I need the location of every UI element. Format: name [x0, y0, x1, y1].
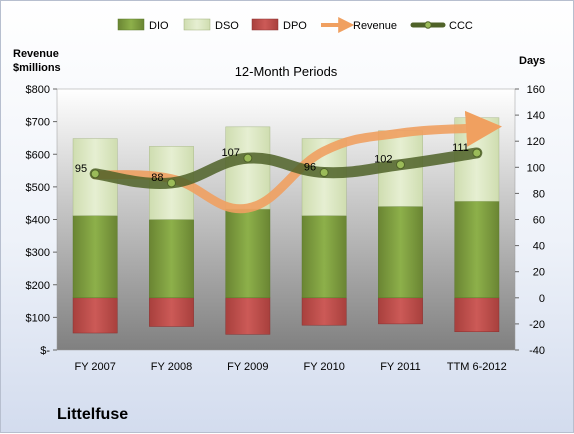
left-axis-label-line-1: Revenue: [13, 48, 59, 60]
right-tick-label: -40: [529, 345, 545, 357]
left-tick-label: $-: [40, 345, 50, 357]
ccc-data-label: 107: [221, 147, 239, 159]
right-tick-label: 120: [527, 136, 545, 148]
ccc-point: [90, 169, 100, 179]
bar-dpo: [149, 297, 194, 327]
legend-label-revenue: Revenue: [353, 20, 397, 32]
legend-item-ccc: CCC: [410, 20, 473, 32]
right-tick-label: 60: [533, 215, 545, 227]
legend-label-dso: DSO: [215, 20, 239, 32]
left-axis-label-line-2: $millions: [13, 62, 61, 74]
right-axis-label: Days: [519, 55, 545, 67]
bar-dso: [225, 126, 271, 210]
bar-dpo: [454, 297, 500, 332]
ccc-data-label: 102: [374, 154, 392, 166]
left-tick-label: $100: [26, 312, 50, 324]
bar-dio: [149, 219, 194, 299]
category-label: FY 2008: [151, 361, 192, 373]
legend-item-dpo: DPO: [251, 18, 307, 32]
ccc-data-label: 95: [75, 163, 87, 175]
right-tick-label: 80: [533, 188, 545, 200]
ccc-point: [243, 153, 253, 163]
ccc-line: [89, 147, 483, 190]
bar-dio: [72, 215, 118, 299]
legend-item-dso: DSO: [183, 18, 239, 32]
legend-label-ccc: CCC: [449, 20, 473, 32]
legend-item-dio: DIO: [117, 18, 169, 32]
company-name: Littelfuse: [57, 406, 128, 423]
ccc-data-label: 88: [151, 172, 163, 184]
left-tick-label: $800: [26, 84, 50, 96]
bar-dpo: [378, 297, 423, 325]
right-tick-label: 140: [527, 110, 545, 122]
bar-dpo: [301, 297, 347, 326]
bar-dio: [378, 206, 423, 299]
category-label: FY 2011: [380, 361, 421, 373]
left-tick-label: $500: [26, 182, 50, 194]
bar-dio: [225, 208, 271, 299]
left-tick-label: $400: [26, 215, 50, 227]
left-tick-label: $600: [26, 149, 50, 161]
legend-label-dio: DIO: [149, 20, 169, 32]
category-label: TTM 6-2012: [447, 361, 507, 373]
lines-layer: 95 88 107 96 102 111: [75, 110, 502, 214]
legend-label-dpo: DPO: [283, 20, 307, 32]
bar-dio: [301, 215, 347, 299]
bar-dio: [454, 200, 500, 299]
legend: DIO DSO DPO Revenue CCC: [117, 17, 473, 33]
ccc-point: [167, 178, 176, 188]
category-label: FY 2007: [74, 361, 115, 373]
ccc-point: [472, 148, 482, 158]
ccc-data-label: 96: [304, 162, 316, 174]
bar-dpo: [225, 297, 271, 335]
right-tick-label: 0: [539, 293, 545, 305]
right-tick-label: 160: [527, 84, 545, 96]
left-tick-label: $200: [26, 280, 50, 292]
left-tick-label: $300: [26, 247, 50, 259]
ccc-point: [396, 160, 405, 170]
category-label: FY 2010: [303, 361, 344, 373]
right-tick-label: -20: [529, 319, 545, 331]
category-label: FY 2009: [227, 361, 268, 373]
legend-item-revenue: Revenue: [321, 17, 397, 33]
axes-layer: $- $100 $200 $300 $400 $500 $600 $700 $800 -40 -20…: [26, 84, 545, 373]
right-tick-label: 100: [527, 162, 545, 174]
chart-title: 12-Month Periods: [235, 64, 338, 79]
bar-dpo: [72, 297, 118, 334]
left-tick-label: $700: [26, 117, 50, 129]
ccc-data-label: 111: [452, 142, 469, 154]
right-tick-label: 20: [533, 267, 545, 279]
right-tick-label: 40: [533, 241, 545, 253]
ccc-point: [319, 168, 329, 178]
